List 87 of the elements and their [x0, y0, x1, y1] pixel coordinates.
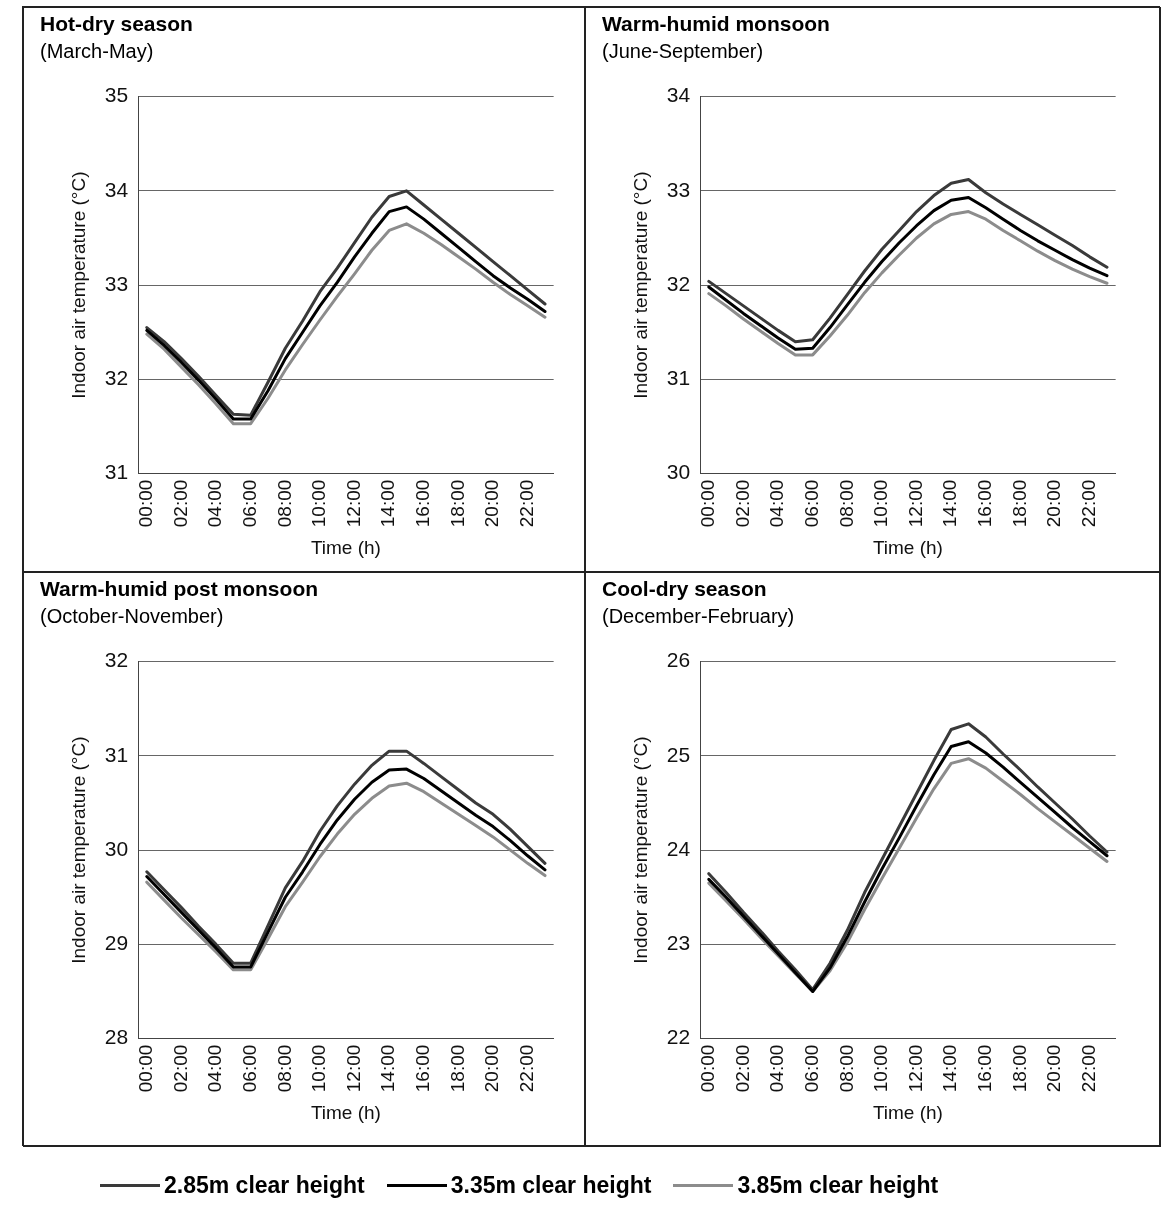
x-tick-label: 04:00 [766, 1044, 788, 1093]
y-tick-label: 34 [666, 83, 691, 107]
x-tick-label: 08:00 [273, 1044, 295, 1093]
x-tick-label: 10:00 [308, 1044, 330, 1093]
chart-subtitle: (June-September) [602, 40, 764, 63]
y-tick-label: 32 [104, 366, 129, 390]
x-tick-label: 18:00 [1008, 1044, 1030, 1093]
x-tick-label: 02:00 [731, 479, 753, 528]
y-tick-label: 33 [104, 271, 129, 295]
y-axis-title: Indoor air temperature (°C) [67, 171, 89, 399]
x-tick-label: 14:00 [377, 479, 399, 528]
x-tick-label: 16:00 [974, 479, 996, 528]
chart-title: Hot-dry season [40, 12, 193, 36]
x-tick-label: 10:00 [870, 479, 892, 528]
x-tick-label: 22:00 [515, 1044, 537, 1093]
legend-label: 2.85m clear height [164, 1172, 365, 1199]
x-tick-label: 14:00 [939, 1044, 961, 1093]
y-tick-label: 26 [666, 648, 691, 672]
y-tick-label: 34 [104, 177, 129, 201]
x-axis-title: Time (h) [872, 1101, 943, 1123]
x-tick-label: 00:00 [697, 1044, 719, 1093]
chart-subtitle: (December-February) [602, 605, 795, 628]
x-tick-label: 02:00 [169, 1044, 191, 1093]
x-tick-label: 20:00 [1043, 479, 1065, 528]
y-tick-label: 35 [104, 83, 129, 107]
x-tick-label: 22:00 [1077, 1044, 1099, 1093]
y-axis-title: Indoor air temperature (°C) [629, 171, 651, 399]
y-axis-title: Indoor air temperature (°C) [629, 736, 651, 964]
chart-title: Warm-humid post monsoon [40, 577, 319, 601]
x-tick-label: 12:00 [342, 1044, 364, 1093]
x-tick-label: 22:00 [1077, 479, 1099, 528]
x-tick-label: 04:00 [204, 479, 226, 528]
chart-title: Warm-humid monsoon [602, 12, 830, 36]
y-tick-label: 33 [666, 177, 691, 201]
x-tick-label: 12:00 [904, 479, 926, 528]
x-tick-label: 06:00 [800, 479, 822, 528]
legend-label: 3.85m clear height [737, 1172, 939, 1199]
x-tick-label: 00:00 [135, 479, 157, 528]
chart-subtitle: (October-November) [40, 605, 224, 628]
y-tick-label: 29 [104, 931, 129, 955]
x-tick-label: 06:00 [238, 479, 260, 528]
x-tick-label: 20:00 [481, 479, 503, 528]
x-tick-label: 18:00 [446, 479, 468, 528]
x-tick-label: 04:00 [204, 1044, 226, 1093]
y-tick-label: 31 [104, 460, 129, 484]
y-tick-label: 22 [666, 1025, 691, 1049]
y-tick-label: 31 [666, 366, 691, 390]
y-tick-label: 23 [666, 931, 691, 955]
x-tick-label: 14:00 [939, 479, 961, 528]
x-axis-title: Time (h) [310, 1101, 381, 1123]
x-tick-label: 00:00 [697, 479, 719, 528]
y-tick-label: 25 [666, 742, 691, 766]
y-tick-label: 30 [104, 836, 129, 860]
x-tick-label: 16:00 [412, 1044, 434, 1093]
x-tick-label: 12:00 [342, 479, 364, 528]
x-tick-label: 20:00 [481, 1044, 503, 1093]
x-tick-label: 08:00 [273, 479, 295, 528]
x-tick-label: 02:00 [731, 1044, 753, 1093]
x-tick-label: 18:00 [446, 1044, 468, 1093]
x-tick-label: 06:00 [238, 1044, 260, 1093]
x-axis-title: Time (h) [310, 536, 381, 558]
y-tick-label: 30 [666, 460, 691, 484]
x-tick-label: 10:00 [308, 479, 330, 528]
y-tick-label: 31 [104, 742, 129, 766]
x-tick-label: 12:00 [904, 1044, 926, 1093]
y-tick-label: 28 [104, 1025, 129, 1049]
x-tick-label: 16:00 [412, 479, 434, 528]
chart-title: Cool-dry season [602, 577, 767, 601]
x-tick-label: 00:00 [135, 1044, 157, 1093]
y-tick-label: 32 [104, 648, 129, 672]
x-tick-label: 02:00 [169, 479, 191, 528]
x-tick-label: 18:00 [1008, 479, 1030, 528]
x-tick-label: 08:00 [835, 479, 857, 528]
x-tick-label: 06:00 [800, 1044, 822, 1093]
legend-label: 3.35m clear height [450, 1172, 652, 1199]
y-axis-title: Indoor air temperature (°C) [67, 736, 89, 964]
x-tick-label: 14:00 [377, 1044, 399, 1093]
x-tick-label: 16:00 [974, 1044, 996, 1093]
y-tick-label: 32 [666, 271, 691, 295]
x-tick-label: 04:00 [766, 479, 788, 528]
x-tick-label: 22:00 [515, 479, 537, 528]
x-tick-label: 10:00 [870, 1044, 892, 1093]
y-tick-label: 24 [666, 836, 691, 860]
x-tick-label: 08:00 [835, 1044, 857, 1093]
chart-subtitle: (March-May) [40, 40, 154, 63]
x-axis-title: Time (h) [872, 536, 943, 558]
x-tick-label: 20:00 [1043, 1044, 1065, 1093]
